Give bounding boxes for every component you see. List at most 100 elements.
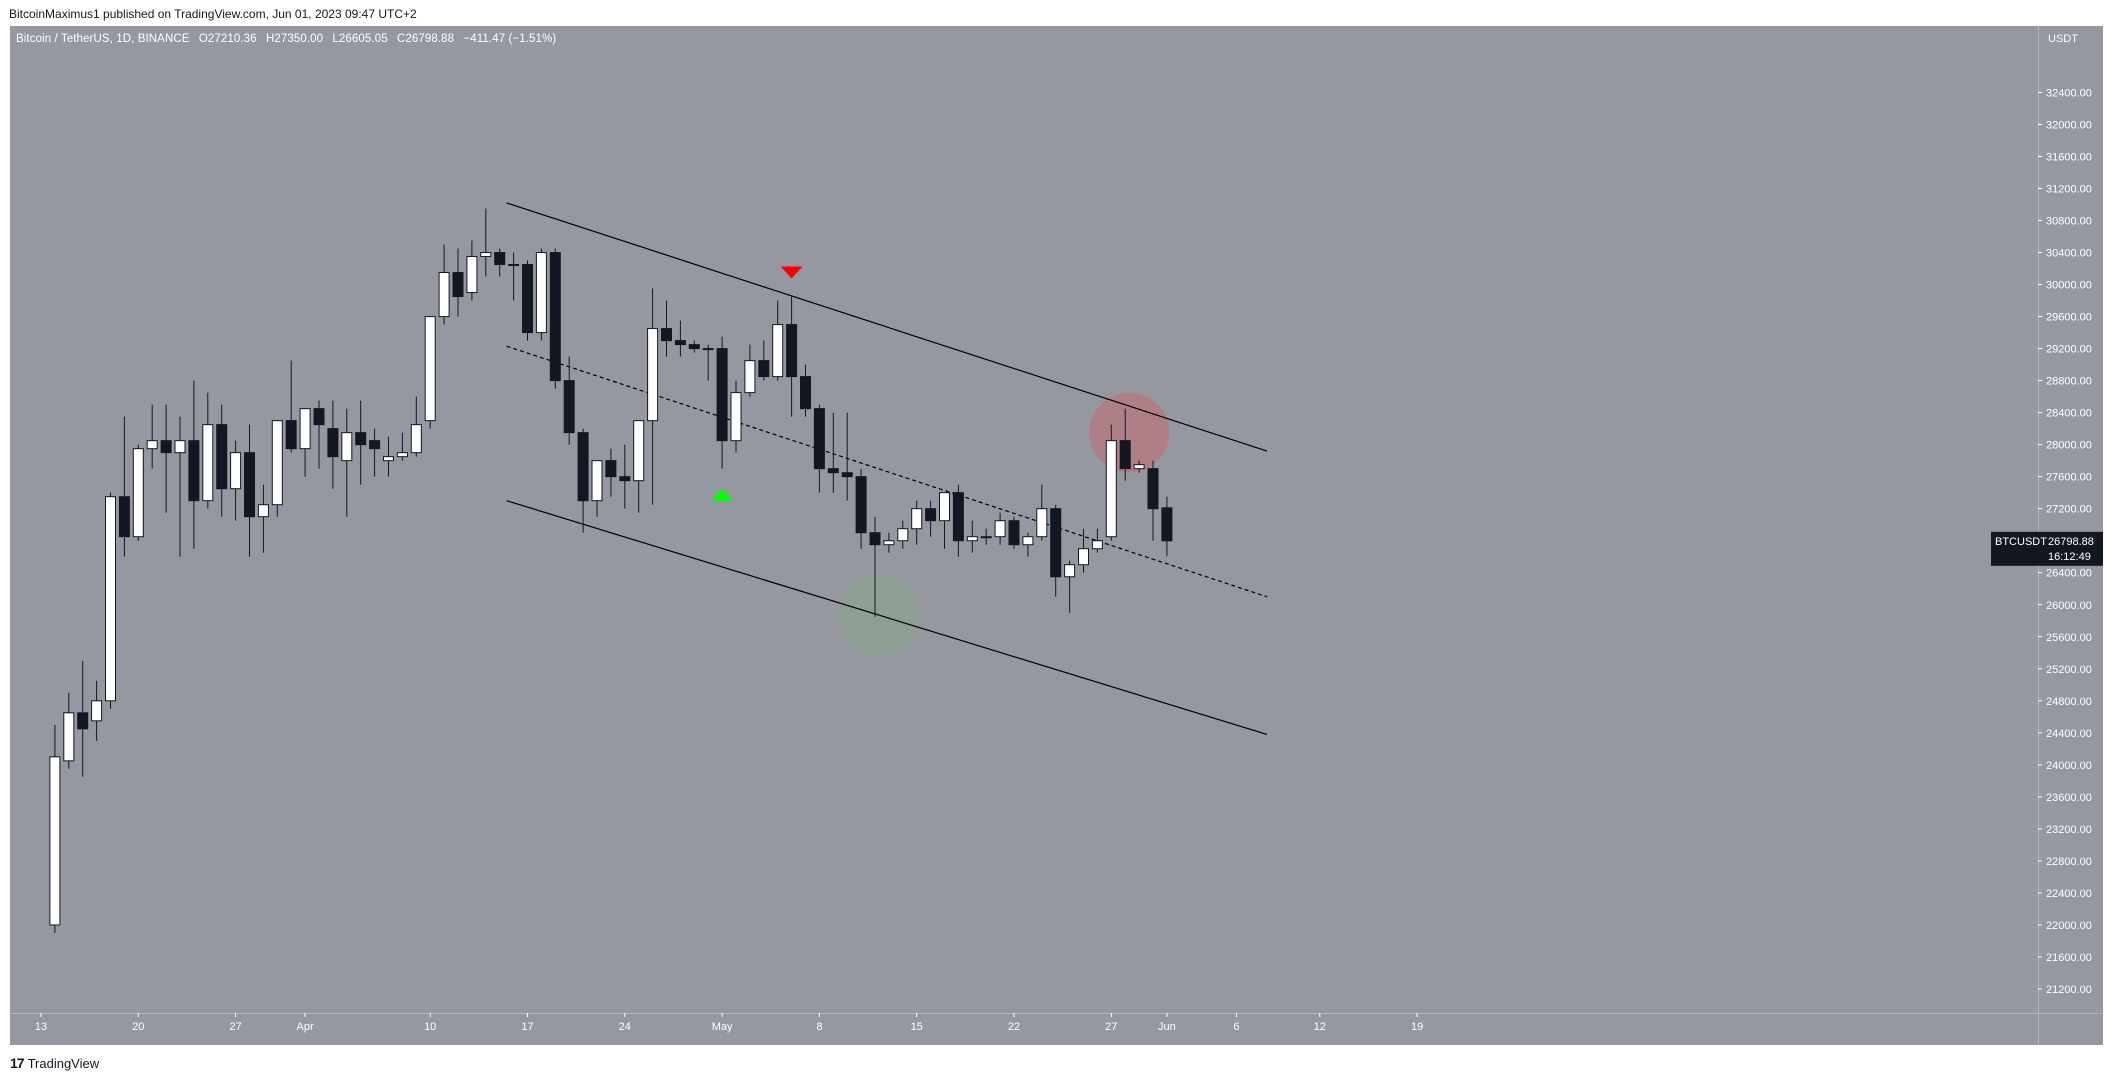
candle-up [1078,548,1089,566]
candle-down [952,492,964,542]
candle-up [1105,440,1117,538]
y-tick-label: 30400.00 [2046,248,2092,260]
last-price-symbol: BTCUSDT [1995,536,2047,548]
candle-up [772,324,784,378]
candle-down [549,252,561,382]
y-tick-label: 21200.00 [2046,984,2092,996]
candle-up [146,440,158,450]
candle-down [118,496,130,538]
legend-low-value: 26605.05 [338,33,388,45]
candle-up [202,424,214,502]
candle-up [966,536,978,542]
y-tick-label: 22800.00 [2046,856,2092,868]
candle-up [897,528,909,542]
candle-down [1119,440,1131,470]
candle-down [605,460,617,478]
candle-up [1133,464,1145,470]
legend-change: −411.47 (−1.51%) [463,33,557,45]
candle-down [285,420,297,450]
channel-line-dashed [506,345,1268,598]
chart-area[interactable]: USDT 32400.00 32000.00 31600.00 31200.00 3080… [10,26,2103,1045]
legend-high-value: 27350.00 [274,33,324,45]
y-tick-label: 22000.00 [2046,920,2092,932]
candle-down [327,428,339,458]
candle-up [994,520,1006,538]
symbol-legend: Bitcoin / TetherUS, 1D, BINANCE O27210.3… [16,33,556,45]
x-tick-label: May [712,1021,733,1033]
candle-down [855,476,867,534]
y-tick-label: 32000.00 [2046,119,2092,131]
candle-down [925,508,937,522]
candle-up [410,424,422,454]
candle-down [355,432,367,446]
plot-background [10,26,2038,1013]
y-tick-label: 26000.00 [2046,600,2092,612]
candle-up [438,272,450,318]
candle-down [813,408,825,470]
tradingview-logo-icon: 17 [10,1055,25,1071]
candle-up [424,316,436,422]
x-tick-label: Jun [1158,1021,1176,1033]
last-price-value: 26798.88 [2048,536,2094,548]
y-tick-label: 28800.00 [2046,376,2092,388]
y-tick-label: 32400.00 [2046,87,2092,99]
x-tick-label: 27 [229,1021,241,1033]
candle-down [369,440,381,450]
candle-up [744,360,756,394]
x-tick-label: 10 [424,1021,436,1033]
legend-open-value: 27210.36 [207,33,257,45]
footer-bar: 17 TradingView [0,1045,2113,1079]
candle-up [105,496,116,702]
price-axis-title: USDT [2048,33,2078,45]
tradingview-logo[interactable]: 17 TradingView [10,1055,99,1071]
candle-up [591,460,603,502]
y-tick-label: 27600.00 [2046,472,2092,484]
candle-down [577,432,589,502]
candle-up [49,756,61,926]
candle-up [535,252,547,334]
candle-down [1147,468,1159,510]
candle-down [800,376,811,410]
legend-symbol: Bitcoin / TetherUS, 1D, BINANCE [16,33,190,45]
candle-down [786,324,798,378]
y-tick-label: 24800.00 [2046,696,2092,708]
y-tick-label: 27200.00 [2046,504,2092,516]
candle-up [132,448,144,538]
sell-signal-icon [780,266,803,279]
x-tick-label: 22 [1008,1021,1020,1033]
candle-up [480,252,492,258]
y-tick-label: 31200.00 [2046,183,2092,195]
x-tick-label: 8 [816,1021,822,1033]
candle-up [63,712,75,762]
y-tick-label: 26400.00 [2046,568,2092,580]
legend-low-label: L [332,33,339,45]
channel-line-solid [506,500,1268,736]
y-tick-label: 23600.00 [2046,792,2092,804]
y-tick-label: 25200.00 [2046,664,2092,676]
x-tick-label: 19 [1411,1021,1423,1033]
x-tick-label: 12 [1314,1021,1326,1033]
chart-svg[interactable]: USDT 32400.00 32000.00 31600.00 31200.00 3080… [10,26,2103,1045]
candle-down [522,264,533,334]
x-tick-label: 17 [521,1021,533,1033]
legend-close-label: C [396,33,406,45]
candle-up [466,256,478,294]
candle-down [619,476,631,482]
tradingview-logo-text: TradingView [27,1055,100,1071]
x-tick-label: 13 [35,1021,47,1033]
candle-up [1064,564,1076,578]
candle-down [716,348,728,442]
y-tick-label: 29200.00 [2046,344,2092,356]
last-price-badge [1991,531,2103,566]
y-tick-label: 22400.00 [2046,888,2092,900]
candle-up [508,264,520,267]
candle-down [494,252,506,266]
candle-up [341,432,353,462]
candle-down [758,360,770,378]
buy-signal-icon [711,489,734,502]
y-tick-label: 21600.00 [2046,952,2092,964]
channel-line-solid [506,202,1268,452]
plot-layer [49,202,1268,933]
y-tick-label: 24000.00 [2046,760,2092,772]
y-tick-label: 31600.00 [2046,151,2092,163]
